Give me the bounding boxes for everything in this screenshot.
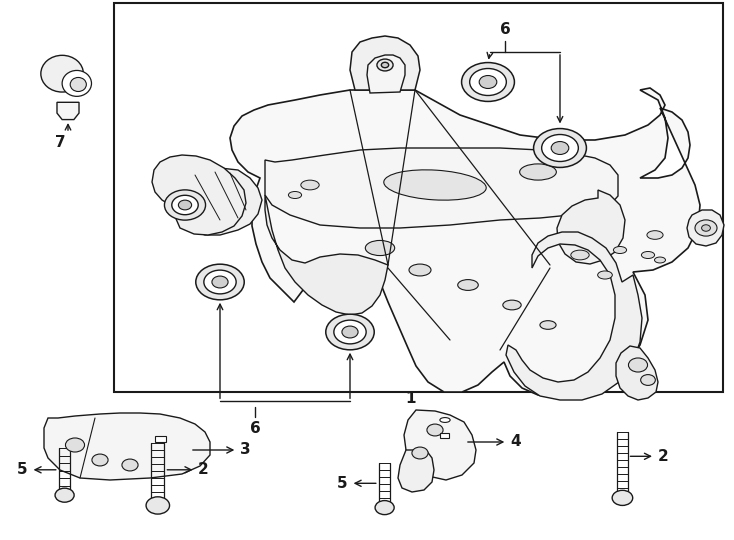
Circle shape (412, 447, 428, 459)
Ellipse shape (642, 252, 655, 259)
Circle shape (326, 314, 374, 350)
Circle shape (334, 320, 366, 344)
Text: 4: 4 (468, 435, 520, 449)
Circle shape (612, 490, 633, 505)
Circle shape (427, 424, 443, 436)
Text: 5: 5 (18, 462, 56, 477)
Circle shape (479, 76, 497, 89)
Circle shape (212, 276, 228, 288)
Ellipse shape (366, 240, 395, 255)
Polygon shape (367, 55, 405, 93)
Text: 2: 2 (631, 449, 669, 464)
Circle shape (196, 264, 244, 300)
Ellipse shape (62, 70, 92, 96)
Ellipse shape (409, 264, 431, 276)
Circle shape (462, 63, 515, 102)
Ellipse shape (41, 55, 84, 92)
Polygon shape (57, 102, 79, 119)
Polygon shape (230, 88, 700, 397)
Ellipse shape (597, 271, 612, 279)
Text: 6: 6 (500, 23, 510, 37)
Ellipse shape (440, 417, 450, 422)
Ellipse shape (540, 321, 556, 329)
Circle shape (628, 358, 647, 372)
Bar (440, 433, 448, 438)
Circle shape (641, 375, 655, 386)
Circle shape (377, 59, 393, 71)
Circle shape (55, 488, 74, 502)
Polygon shape (265, 195, 388, 315)
Polygon shape (152, 155, 246, 235)
Ellipse shape (520, 164, 556, 180)
Polygon shape (350, 36, 420, 90)
Circle shape (375, 501, 394, 515)
Text: 6: 6 (250, 421, 261, 436)
Text: 5: 5 (338, 476, 376, 491)
Circle shape (178, 200, 192, 210)
Text: 1: 1 (406, 391, 416, 406)
Polygon shape (557, 190, 625, 264)
Text: 3: 3 (193, 442, 250, 457)
Text: 2: 2 (167, 462, 209, 477)
Circle shape (146, 497, 170, 514)
Text: 7: 7 (55, 136, 66, 150)
Ellipse shape (70, 77, 87, 91)
Ellipse shape (655, 257, 666, 263)
Ellipse shape (458, 280, 479, 291)
Circle shape (695, 220, 717, 236)
Ellipse shape (503, 300, 521, 310)
Polygon shape (506, 232, 642, 400)
Ellipse shape (647, 231, 663, 239)
Ellipse shape (288, 192, 302, 199)
Ellipse shape (301, 180, 319, 190)
Ellipse shape (614, 246, 627, 253)
Bar (114, 3, 723, 392)
Bar (155, 436, 166, 442)
Polygon shape (172, 168, 262, 235)
Polygon shape (404, 410, 476, 480)
Circle shape (204, 270, 236, 294)
Ellipse shape (384, 170, 486, 200)
Circle shape (470, 69, 506, 96)
Circle shape (382, 62, 389, 68)
Circle shape (542, 134, 578, 161)
Polygon shape (44, 413, 210, 480)
Polygon shape (265, 148, 618, 228)
Polygon shape (398, 450, 434, 492)
Circle shape (172, 195, 198, 215)
Polygon shape (616, 346, 658, 400)
Circle shape (122, 459, 138, 471)
Circle shape (164, 190, 206, 220)
Circle shape (342, 326, 358, 338)
Circle shape (534, 129, 586, 167)
Circle shape (92, 454, 108, 466)
Circle shape (702, 225, 711, 231)
Circle shape (65, 438, 84, 452)
Circle shape (551, 141, 569, 154)
Ellipse shape (571, 250, 589, 260)
Polygon shape (687, 210, 724, 246)
